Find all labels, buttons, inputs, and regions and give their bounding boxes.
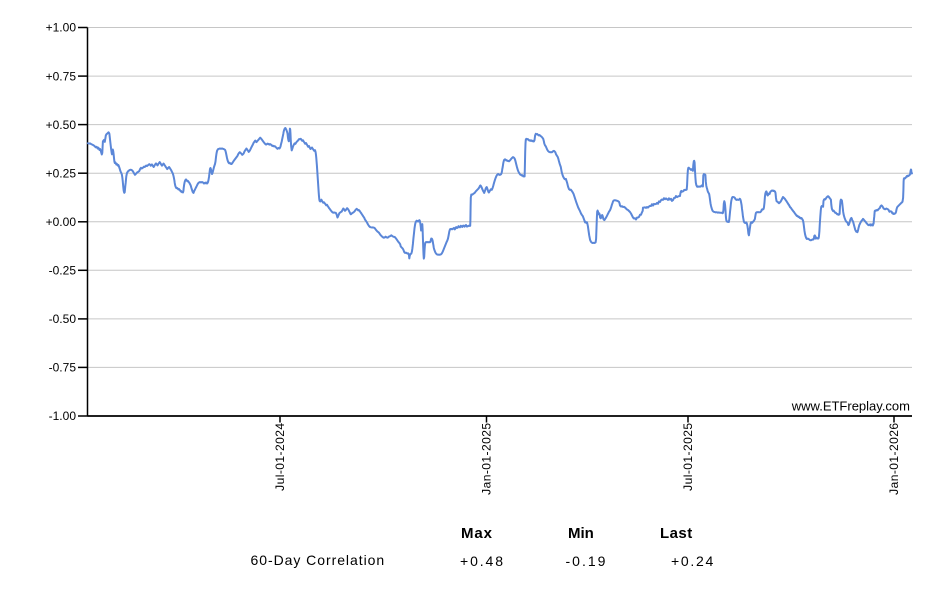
svg-text:Jan-01-2026: Jan-01-2026 [887,423,901,495]
svg-text:60-Day Correlation: 60-Day Correlation [251,552,386,568]
svg-text:+0.48: +0.48 [460,553,505,569]
svg-text:-0.19: -0.19 [566,553,608,569]
svg-text:-0.25: -0.25 [49,264,77,278]
svg-text:-0.75: -0.75 [49,361,77,375]
svg-text:+0.00: +0.00 [46,215,77,229]
svg-text:+0.50: +0.50 [46,118,77,132]
svg-text:www.ETFreplay.com: www.ETFreplay.com [791,399,910,414]
svg-text:Jul-01-2024: Jul-01-2024 [273,423,287,491]
svg-text:+0.75: +0.75 [46,69,77,83]
svg-text:-1.00: -1.00 [49,409,77,423]
svg-text:Min: Min [568,525,594,542]
svg-text:Jan-01-2025: Jan-01-2025 [480,423,494,495]
svg-text:+0.24: +0.24 [671,553,715,569]
svg-text:+1.00: +1.00 [46,21,77,35]
svg-text:-0.50: -0.50 [49,312,77,326]
svg-text:+0.25: +0.25 [46,166,77,180]
svg-text:Last: Last [660,525,693,542]
svg-text:Jul-01-2025: Jul-01-2025 [681,423,695,491]
svg-text:Max: Max [461,525,493,542]
